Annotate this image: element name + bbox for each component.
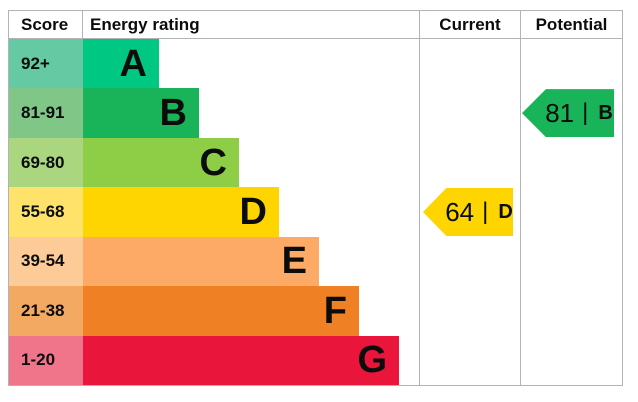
score-range-cell: 81-91 <box>9 88 83 138</box>
rating-band-bar: E <box>83 236 319 287</box>
header-score: Score <box>9 11 83 38</box>
rating-band-bar: F <box>83 286 359 336</box>
rating-band-bar: G <box>83 335 399 385</box>
rating-band-bar: D <box>83 187 279 237</box>
potential-rating-letter: B <box>598 101 613 124</box>
band-row: 69-80 C <box>9 137 622 188</box>
current-rating-letter: D <box>498 200 513 223</box>
rating-band-bar: A <box>83 39 159 89</box>
band-row: 81-91 B <box>9 88 622 138</box>
band-row: 1-20 G <box>9 335 622 385</box>
column-divider-current <box>419 39 420 385</box>
band-row: 21-38 F <box>9 286 622 336</box>
score-range-cell: 1-20 <box>9 335 83 385</box>
band-row: 55-68 D <box>9 187 622 237</box>
rating-separator: | <box>582 99 589 127</box>
score-range-cell: 55-68 <box>9 187 83 237</box>
epc-band-area: 64 | D 81 | B 92+ A 81-91 B 69-80 C 55-6… <box>9 39 622 385</box>
header-energy-rating: Energy rating <box>90 15 200 34</box>
band-row: 92+ A <box>9 39 622 89</box>
rating-separator: | <box>482 198 489 225</box>
rating-band-bar: B <box>83 88 199 138</box>
score-range-cell: 92+ <box>9 39 83 89</box>
score-range-cell: 69-80 <box>9 137 83 188</box>
band-row: 39-54 E <box>9 236 622 287</box>
score-range-cell: 21-38 <box>9 286 83 336</box>
potential-rating-value: 81 <box>545 97 575 128</box>
header-current: Current <box>419 11 520 38</box>
epc-energy-rating-chart: Score Energy rating Current Potential 64… <box>8 10 623 386</box>
header-potential: Potential <box>520 11 622 38</box>
current-rating-value: 64 <box>445 196 475 227</box>
column-divider-potential <box>520 39 521 385</box>
score-range-cell: 39-54 <box>9 236 83 287</box>
epc-header-row: Score Energy rating Current Potential <box>9 11 622 39</box>
rating-band-bar: C <box>83 137 239 188</box>
